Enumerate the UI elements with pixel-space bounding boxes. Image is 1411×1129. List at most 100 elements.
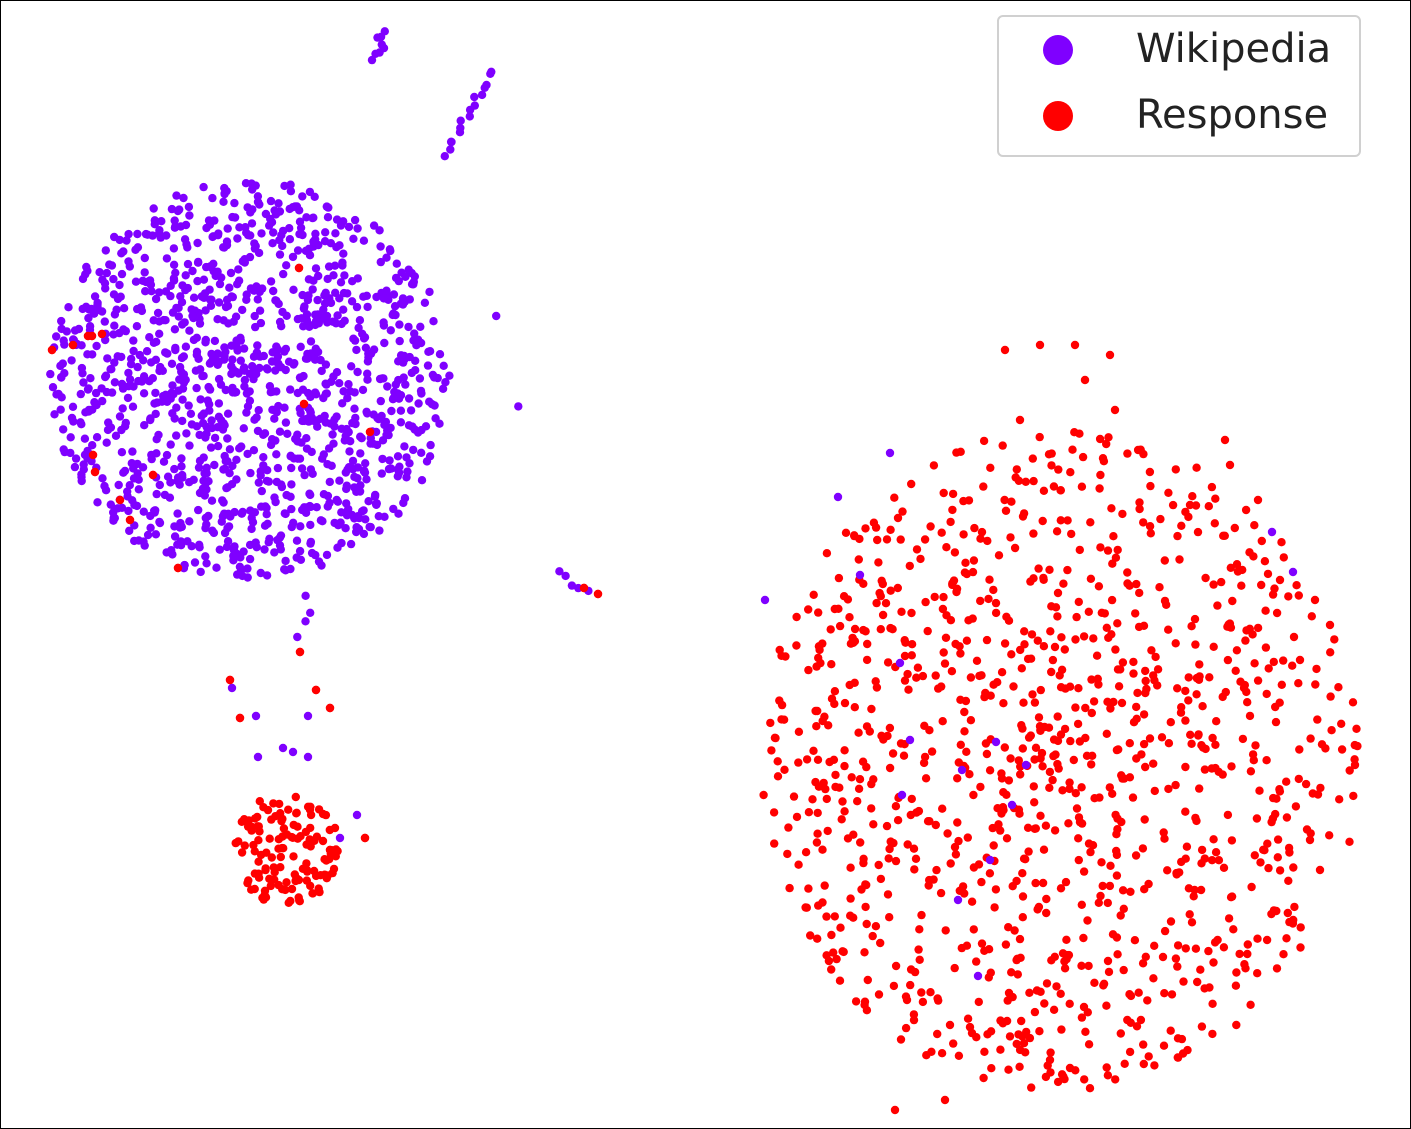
response-point — [1036, 685, 1046, 695]
response-point — [769, 808, 779, 817]
wikipedia-point — [352, 487, 361, 496]
response-point — [331, 845, 341, 854]
response-point — [1279, 950, 1288, 959]
response-point — [1185, 500, 1195, 510]
wikipedia-point — [275, 317, 285, 327]
response-point — [1135, 504, 1144, 514]
response-point — [1048, 775, 1057, 785]
response-point — [960, 707, 969, 717]
wikipedia-point — [140, 253, 149, 263]
response-point — [1080, 1075, 1089, 1084]
response-point — [1181, 507, 1190, 517]
wikipedia-point — [240, 375, 250, 385]
response-point — [1029, 529, 1038, 538]
response-point — [1209, 958, 1218, 967]
wikipedia-point — [178, 384, 188, 393]
wikipedia-point — [320, 299, 330, 308]
response-point — [1296, 923, 1305, 932]
response-point — [1044, 723, 1054, 732]
wikipedia-point — [375, 526, 384, 535]
response-point — [1045, 783, 1054, 792]
response-point — [863, 975, 872, 985]
response-point — [883, 890, 893, 899]
response-point — [1031, 878, 1040, 888]
response-point — [989, 680, 998, 689]
wikipedia-point — [241, 223, 250, 232]
response-point — [1033, 905, 1042, 914]
response-point — [1172, 870, 1181, 879]
wikipedia-point — [239, 344, 249, 353]
response-point — [991, 598, 1001, 608]
wikipedia-point — [187, 305, 196, 314]
wikipedia-point — [180, 235, 190, 244]
response-point — [1039, 642, 1049, 651]
response-point — [879, 735, 888, 744]
wikipedia-point — [161, 287, 171, 296]
wikipedia-point — [170, 464, 179, 474]
wikipedia-point — [100, 317, 110, 326]
response-point — [1036, 811, 1045, 820]
response-point — [1253, 676, 1263, 685]
wikipedia-point — [109, 274, 118, 284]
wikipedia-point — [435, 350, 445, 359]
wikipedia-point — [377, 469, 386, 478]
response-point — [854, 728, 863, 737]
response-point — [954, 1051, 964, 1061]
response-point — [1044, 450, 1054, 459]
wikipedia-point — [323, 213, 333, 222]
wikipedia-point — [102, 438, 111, 447]
wikipedia-point — [336, 221, 346, 230]
response-point — [1345, 837, 1354, 846]
response-point — [1187, 918, 1197, 927]
response-point — [838, 947, 847, 956]
response-point — [1053, 712, 1062, 721]
response-point — [1129, 718, 1139, 727]
wikipedia-point — [470, 101, 479, 110]
response-point — [1045, 1055, 1055, 1065]
response-point — [1294, 774, 1304, 784]
response-point — [1200, 765, 1210, 774]
wikipedia-point — [88, 441, 97, 450]
response-point — [1081, 703, 1090, 713]
response-point — [940, 659, 950, 668]
response-point — [1294, 679, 1303, 688]
response-point — [891, 961, 901, 971]
response-point — [1150, 1061, 1159, 1070]
wikipedia-point — [194, 463, 204, 472]
response-point — [1306, 829, 1315, 838]
response-point — [1065, 999, 1074, 1008]
response-point — [1256, 858, 1265, 867]
response-point — [1207, 482, 1217, 492]
wikipedia-point — [326, 239, 336, 248]
response-point — [1075, 737, 1085, 746]
wikipedia-point — [84, 313, 93, 323]
wikipedia-point — [905, 735, 915, 745]
response-point — [931, 820, 940, 830]
response-point — [1139, 739, 1149, 749]
wikipedia-point — [401, 380, 410, 389]
wikipedia-point — [247, 524, 256, 534]
response-point — [1177, 857, 1186, 867]
wikipedia-point — [268, 348, 277, 357]
response-point — [783, 849, 792, 859]
response-point — [948, 489, 958, 499]
wikipedia-point — [353, 367, 362, 377]
response-point — [1103, 956, 1113, 966]
response-point — [1004, 1065, 1013, 1074]
response-point — [1136, 1015, 1146, 1025]
response-point — [1049, 735, 1059, 744]
wikipedia-point — [117, 448, 127, 457]
wikipedia-point — [101, 284, 110, 293]
response-point — [927, 1047, 936, 1057]
wikipedia-point — [359, 236, 369, 245]
response-point — [898, 507, 907, 516]
response-point — [1047, 602, 1056, 611]
wikipedia-point — [46, 369, 55, 379]
wikipedia-point — [66, 448, 75, 458]
wikipedia-point — [414, 399, 423, 408]
response-point — [1247, 882, 1256, 892]
response-point — [1116, 1029, 1126, 1038]
wikipedia-point — [299, 371, 308, 381]
response-point — [952, 448, 961, 457]
